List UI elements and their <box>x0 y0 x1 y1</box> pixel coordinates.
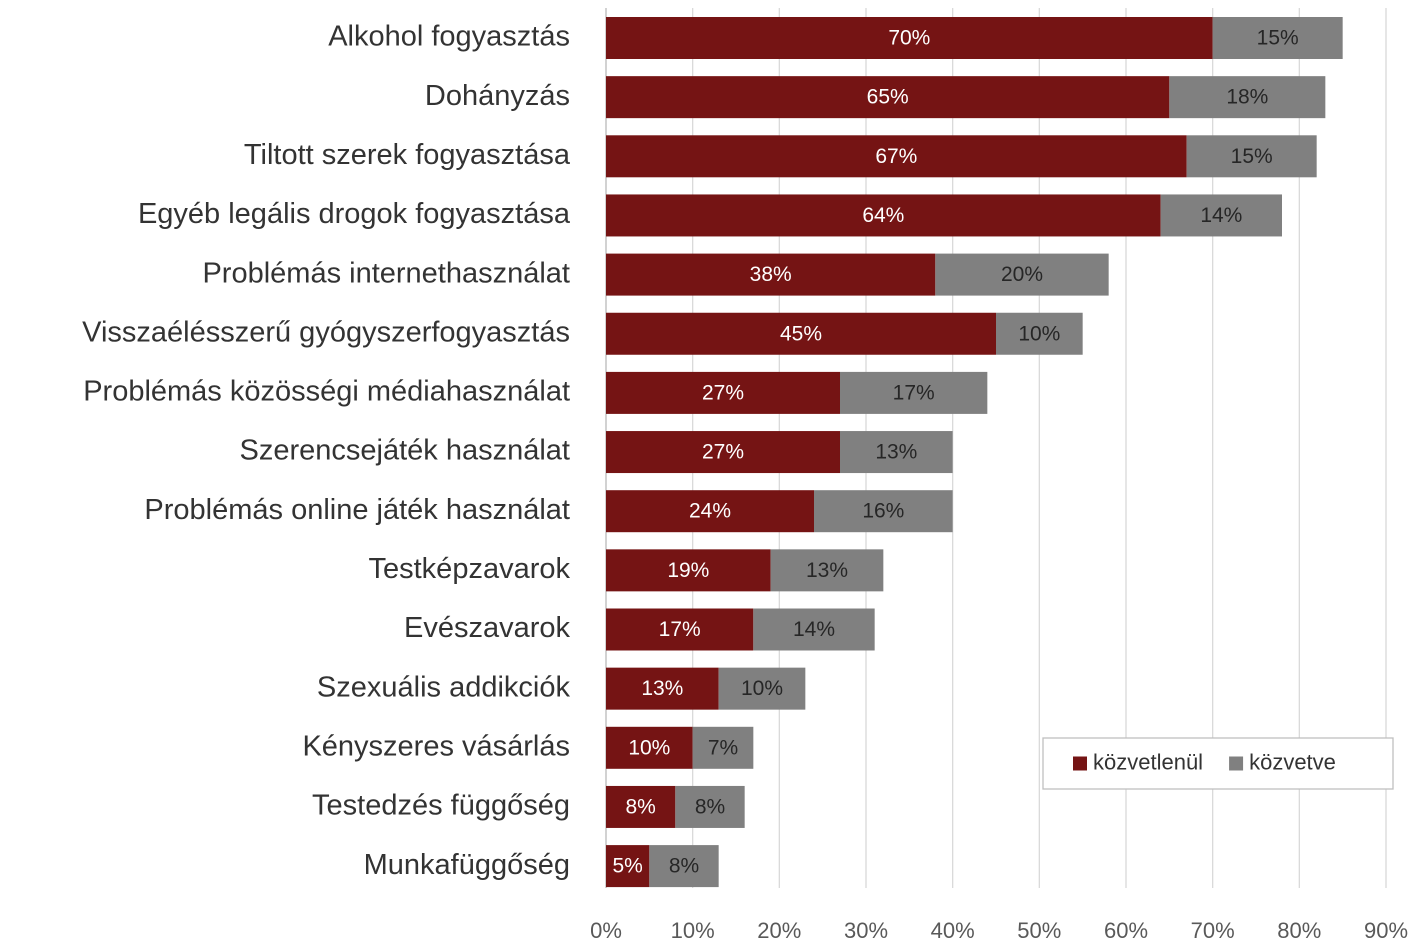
category-label: Testedzés függőség <box>312 790 570 822</box>
bar-segment <box>606 371 840 414</box>
data-label: 45% <box>780 322 822 345</box>
x-tick-label: 60% <box>1104 918 1148 942</box>
x-tick-label: 20% <box>757 918 801 942</box>
data-label: 13% <box>641 677 683 700</box>
data-label: 38% <box>750 263 792 286</box>
bar-segment <box>1169 76 1326 119</box>
legend-label: közvetlenül <box>1093 749 1203 774</box>
category-label: Dohányzás <box>425 80 570 112</box>
data-label: 64% <box>862 204 904 227</box>
bar-segment <box>606 135 1187 178</box>
bar-segment <box>606 312 996 355</box>
legend: közvetlenül közvetve <box>1042 737 1394 790</box>
x-tick-label: 70% <box>1191 918 1235 942</box>
bar-segment <box>996 312 1083 355</box>
data-label: 27% <box>702 441 744 464</box>
bar-segment <box>935 253 1109 296</box>
bar-segment <box>814 490 953 533</box>
data-label: 20% <box>1001 263 1043 286</box>
bar-segment <box>649 845 719 888</box>
category-label: Kényszeres vásárlás <box>302 730 570 762</box>
data-label: 17% <box>659 618 701 641</box>
category-label: Problémás online játék használat <box>144 494 570 526</box>
legend-label: közvetve <box>1249 749 1336 774</box>
bar-segment <box>718 667 806 710</box>
category-label: Problémás közösségi médiahasználat <box>83 376 570 408</box>
data-label: 24% <box>689 500 731 523</box>
data-label: 8% <box>669 855 699 878</box>
category-label: Alkohol fogyasztás <box>328 21 570 53</box>
bar-segment <box>606 667 719 710</box>
data-label: 67% <box>875 145 917 168</box>
bar-segment <box>1212 17 1343 59</box>
data-label: 18% <box>1226 86 1268 109</box>
bar-segment <box>606 726 693 769</box>
data-label: 27% <box>702 381 744 404</box>
category-label: Problémás internethasználat <box>202 257 570 289</box>
bar-segment <box>606 608 754 651</box>
data-label: 14% <box>793 618 835 641</box>
data-label: 65% <box>867 86 909 109</box>
legend-box <box>1042 737 1394 790</box>
data-label: 8% <box>695 795 725 818</box>
category-label: Szexuális addikciók <box>317 671 571 703</box>
category-label: Evészavarok <box>404 612 571 644</box>
data-label: 15% <box>1231 145 1273 168</box>
x-tick-label: 0% <box>590 918 622 942</box>
data-label: 19% <box>667 559 709 582</box>
bar-segment <box>840 431 953 474</box>
data-label: 10% <box>1018 322 1060 345</box>
data-label: 10% <box>741 677 783 700</box>
category-label: Tiltott szerek fogyasztása <box>244 139 571 171</box>
data-label: 13% <box>875 441 917 464</box>
x-tick-label: 90% <box>1364 918 1408 942</box>
data-label: 5% <box>612 855 642 878</box>
x-tick-label: 40% <box>931 918 975 942</box>
bar-segment <box>606 194 1161 237</box>
category-label: Visszaélésszerű gyógyszerfogyasztás <box>82 316 570 348</box>
category-label: Munkafüggőség <box>364 849 570 881</box>
bar-segment <box>606 431 840 474</box>
data-label: 13% <box>806 559 848 582</box>
category-label: Testképzavarok <box>369 553 571 585</box>
bar-segment <box>770 549 884 592</box>
bar-segment <box>606 549 771 592</box>
data-label: 14% <box>1200 204 1242 227</box>
bar-segment <box>675 785 745 828</box>
bar-segment <box>606 785 676 828</box>
x-tick-label: 30% <box>844 918 888 942</box>
data-label: 10% <box>628 736 670 759</box>
legend-swatch <box>1073 756 1087 771</box>
bar-segment <box>1160 194 1282 237</box>
x-tick-label: 50% <box>1017 918 1061 942</box>
bar-segment <box>606 253 936 296</box>
bar-segment <box>840 371 988 414</box>
data-label: 15% <box>1257 27 1299 50</box>
bar-segment <box>606 76 1170 119</box>
category-label: Egyéb legális drogok fogyasztása <box>138 198 571 230</box>
category-label: Szerencsejáték használat <box>240 435 570 467</box>
bar-segment <box>753 608 875 651</box>
bar-segment <box>606 845 650 888</box>
data-label: 70% <box>888 27 930 50</box>
data-label: 17% <box>893 381 935 404</box>
bar-segment <box>606 490 814 533</box>
x-tick-label: 80% <box>1277 918 1321 942</box>
bar-segment <box>692 726 754 769</box>
bar-segment <box>1186 135 1317 178</box>
data-label: 8% <box>625 795 655 818</box>
data-label: 16% <box>862 500 904 523</box>
x-tick-label: 10% <box>671 918 715 942</box>
legend-swatch <box>1229 756 1244 771</box>
data-label: 7% <box>708 736 738 759</box>
bar-segment <box>606 17 1213 59</box>
